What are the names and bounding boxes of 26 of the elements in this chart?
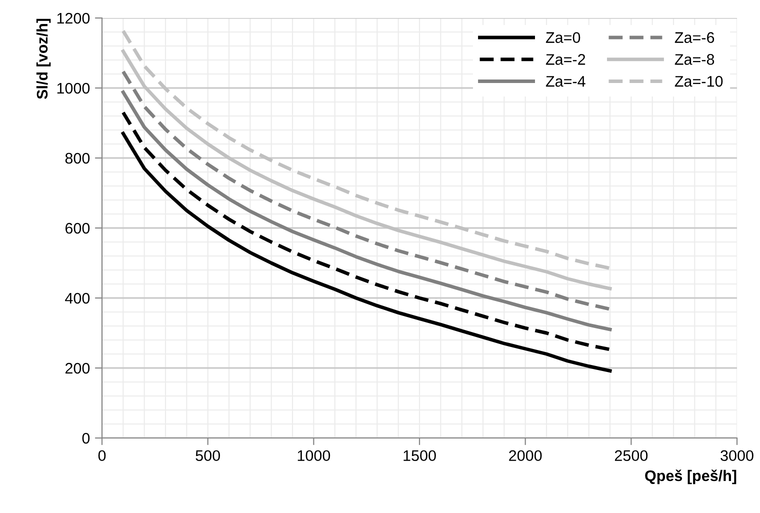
line-series (121, 110, 612, 352)
y-tick-label: 400 (65, 292, 90, 304)
x-tick-label: 3000 (720, 450, 754, 462)
y-tick-label: 1200 (57, 12, 90, 24)
line-series (121, 132, 612, 373)
legend-label: Za=-2 (546, 54, 586, 65)
y-tick-label: 800 (65, 152, 90, 164)
x-tick-label: 1500 (404, 450, 436, 462)
y-tick-label: 0 (82, 432, 90, 444)
legend-label: Za=0 (546, 32, 580, 43)
x-tick-label: 2500 (614, 450, 648, 462)
line-series (121, 70, 612, 311)
legend-label: Za=-4 (546, 76, 586, 87)
x-axis-title: Qpeš [peš/h] (645, 470, 736, 484)
x-tick-label: 0 (98, 450, 106, 462)
legend-label: Za=-6 (674, 32, 714, 43)
y-axis-title: Sl/d [voz/h] (36, 18, 51, 100)
x-tick-label: 500 (196, 450, 220, 462)
y-tick-label: 1000 (57, 82, 90, 94)
line-series (121, 90, 612, 332)
legend-label: Za=-8 (674, 54, 714, 65)
y-tick-label: 200 (65, 362, 90, 374)
y-tick-label: 600 (65, 222, 90, 234)
x-tick-label: 1000 (298, 450, 330, 462)
legend-label: Za=-10 (674, 76, 723, 87)
x-tick-label: 2000 (509, 450, 542, 462)
